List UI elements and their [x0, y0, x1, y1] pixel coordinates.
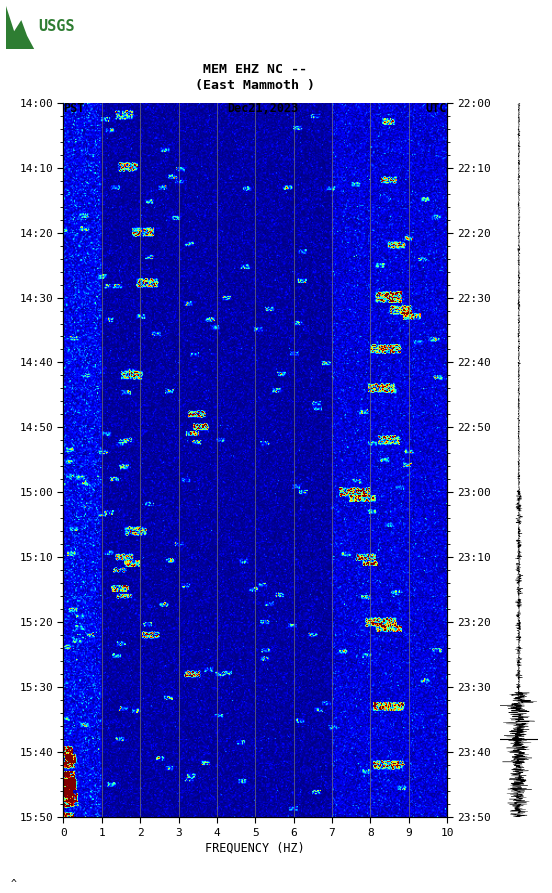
Polygon shape — [6, 4, 34, 49]
Text: (East Mammoth ): (East Mammoth ) — [195, 79, 315, 92]
Text: Dec21,2023: Dec21,2023 — [227, 102, 299, 115]
Text: ^: ^ — [11, 879, 17, 889]
Text: UTC: UTC — [426, 102, 447, 115]
Text: PST: PST — [63, 102, 85, 115]
X-axis label: FREQUENCY (HZ): FREQUENCY (HZ) — [205, 842, 305, 855]
Text: MEM EHZ NC --: MEM EHZ NC -- — [203, 63, 307, 76]
Text: USGS: USGS — [38, 20, 75, 34]
